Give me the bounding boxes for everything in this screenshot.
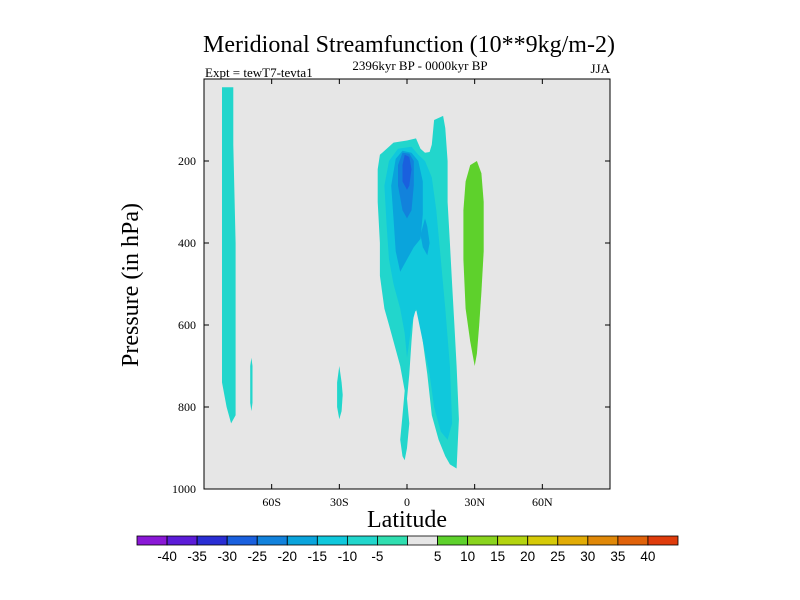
small-band-70S-contour [250,357,253,412]
colorbar-box [407,535,438,546]
colorbar-box [286,535,318,546]
colorbar-box [346,535,378,546]
y-tick-label: 200 [178,154,196,168]
colorbar-label: 20 [520,549,535,564]
colorbar-label: 5 [434,549,442,564]
x-axis-label: Latitude [367,507,447,533]
colorbar-label: -35 [187,549,207,564]
inner-patch-15-contour [420,218,430,256]
colorbar-label: -5 [371,549,383,564]
colorbar-box [256,535,288,546]
colorbar-boxes [136,535,679,546]
time-range-label: 2396kyr BP - 0000kyr BP [352,58,487,73]
small-patch-30S-contour [337,366,343,420]
colorbar-label: 25 [550,549,565,564]
colorbar-label: -10 [338,549,358,564]
x-axis-ticks: 60S 30S 0 30N 60N [262,79,553,509]
northern-positive-cell-contour [463,161,484,366]
y-axis-label: Pressure (in hPa) [118,203,144,367]
colorbar-label: -25 [247,549,267,564]
x-tick-label: 30N [464,495,485,509]
colorbar-box [166,535,198,546]
colorbar-box [226,535,258,546]
colorbar-label: 10 [460,549,475,564]
colorbar-label: 30 [580,549,595,564]
x-tick-label: 60N [532,495,553,509]
southern-polar-band-contour [222,87,236,424]
colorbar-box [136,535,168,546]
colorbar-box [196,535,228,546]
colorbar-label: 40 [640,549,655,564]
contour-regions [222,87,484,469]
season-label: JJA [590,61,610,76]
colorbar-box [647,535,679,546]
experiment-label: Expt = tewT7-tevta1 [205,65,313,80]
colorbar-label: 35 [610,549,625,564]
colorbar-label: -40 [157,549,177,564]
colorbar-label: 15 [490,549,505,564]
colorbar-box [527,535,559,546]
y-axis-ticks: 200 400 600 800 1000 [172,154,610,496]
colorbar-box [497,535,529,546]
colorbar: -40 -35 -30 -25 -20 -15 -10 -5 5 10 15 20 25 30 35 40 [136,535,679,564]
colorbar-label: -20 [278,549,298,564]
colorbar-box [437,535,469,546]
y-tick-label: 400 [178,236,196,250]
colorbar-box [377,535,408,546]
colorbar-box [316,535,348,546]
colorbar-box [617,535,649,546]
x-tick-label: 30S [330,495,349,509]
colorbar-box [467,535,499,546]
x-tick-label: 0 [404,495,410,509]
y-tick-label: 1000 [172,482,196,496]
tropical-cell-25-contour [402,154,412,190]
colorbar-label: -15 [308,549,328,564]
x-tick-label: 60S [262,495,281,509]
colorbar-box [587,535,619,546]
colorbar-label: -30 [217,549,237,564]
chart-title: Meridional Streamfunction (10**9kg/m-2) [203,32,615,58]
y-tick-label: 800 [178,400,196,414]
colorbar-box [557,535,589,546]
colorbar-labels: -40 -35 -30 -25 -20 -15 -10 -5 5 10 15 20 25 30 35 40 [157,549,655,564]
y-tick-label: 600 [178,318,196,332]
plot-area: 60S 30S 0 30N 60N 200 400 600 800 1000 [172,78,611,509]
